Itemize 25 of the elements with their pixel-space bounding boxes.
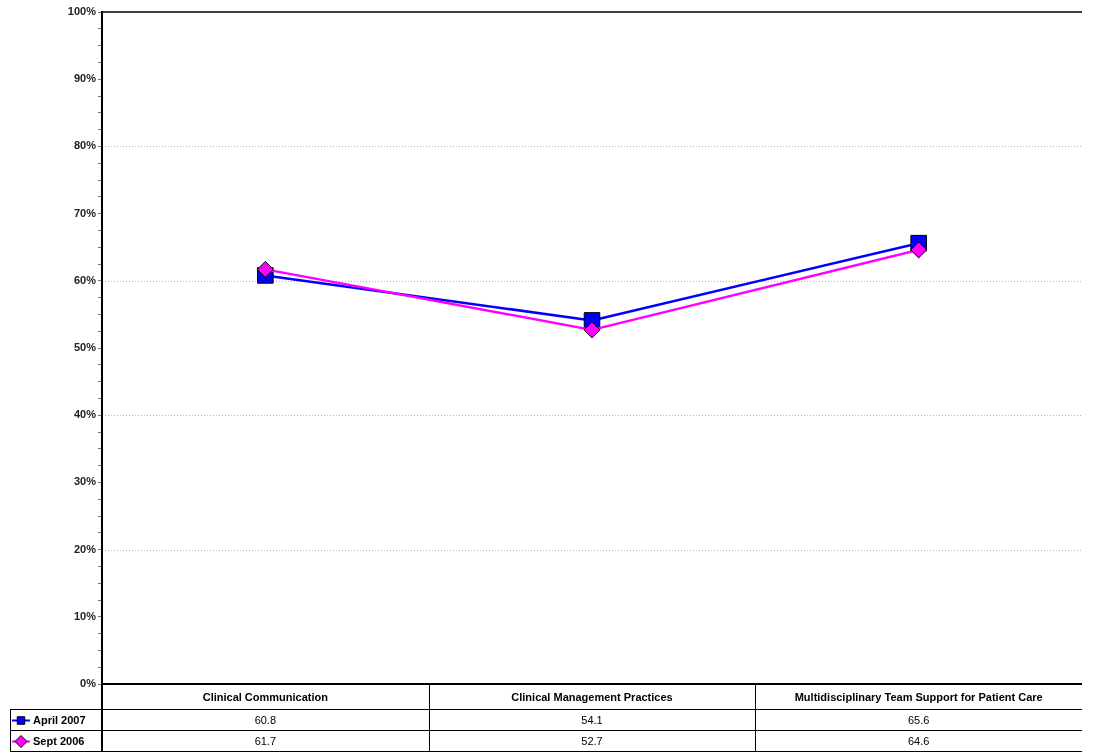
point (256, 260, 274, 278)
y-tick-label: 20% (73, 542, 97, 555)
y-tick-label: 30% (73, 475, 97, 488)
y-tick-label: 60% (73, 273, 97, 286)
legend-label: Sept 2006 (33, 735, 85, 748)
y-tick-label: 10% (73, 609, 97, 622)
x-tick-label: Clinical Management Practices (511, 691, 673, 704)
data-label: 52.7 (581, 735, 603, 748)
x-tick-label: Multidisciplinary Team Support for Patient Care (794, 691, 1043, 704)
legend-label: April 2007 (33, 714, 86, 727)
y-tick-label: 40% (73, 408, 97, 421)
data-label: 54.1 (581, 714, 603, 727)
point (583, 321, 601, 339)
data-label: 65.6 (907, 714, 930, 727)
y-tick-label: 70% (73, 206, 97, 219)
y-tick-label: 90% (73, 72, 97, 85)
data-label: 61.7 (254, 735, 277, 748)
point (910, 241, 928, 259)
x-tick-label: Clinical Communication (202, 691, 329, 704)
y-tick-label: 0% (80, 677, 97, 690)
y-tick-label: 80% (73, 139, 97, 152)
data-label: 64.6 (907, 735, 930, 748)
data-label: 60.8 (254, 714, 277, 727)
y-tick-label: 50% (73, 341, 97, 354)
y-tick-label: 100% (67, 5, 97, 18)
